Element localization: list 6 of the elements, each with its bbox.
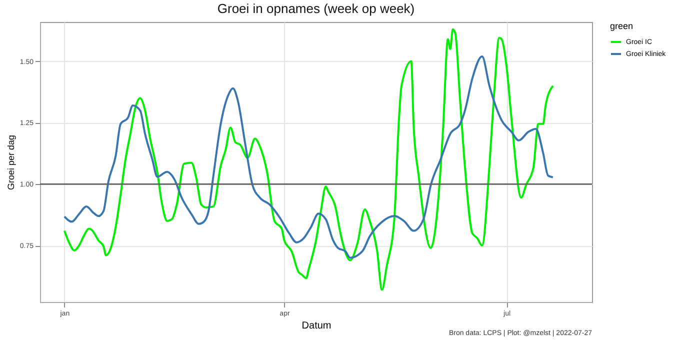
x-axis-title: Datum	[302, 320, 332, 332]
line-series	[63, 28, 554, 291]
line-series	[63, 55, 554, 259]
y-axis-title: Groei per dag	[6, 134, 16, 190]
chart-title: Groei in opnames (week op week)	[217, 1, 415, 16]
legend-title: green	[610, 21, 634, 31]
